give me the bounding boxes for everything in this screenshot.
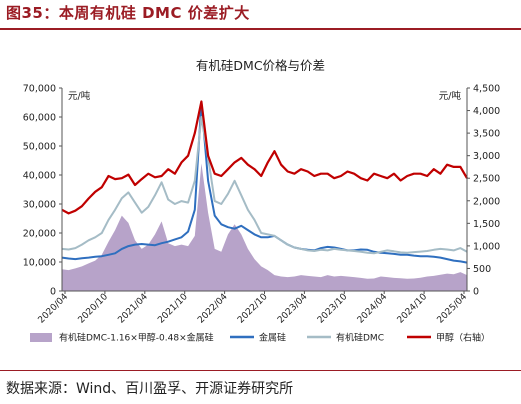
figure-title: 图35：本周有机硅 DMC 价差扩大 <box>6 4 250 22</box>
y-tick-label-right: 2,000 <box>473 196 500 207</box>
x-tick-label: 2022/10 <box>236 292 270 326</box>
y-tick-label-right: 1,000 <box>473 241 500 252</box>
series-line-dmc <box>61 116 468 255</box>
legend-label: 有机硅DMC-1.16×甲醇-0.48×金属硅 <box>59 332 214 344</box>
y-tick-label-left: 70,000 <box>23 84 56 95</box>
y-axis-unit-right: 元/吨 <box>439 90 462 102</box>
title-underline <box>0 28 521 30</box>
y-tick-label-left: 30,000 <box>23 200 56 211</box>
y-tick-label-left: 50,000 <box>23 142 56 153</box>
y-tick-label-left: 60,000 <box>23 113 56 124</box>
y-tick-label-left: 0 <box>50 287 56 298</box>
x-tick-label: 2021/10 <box>156 292 190 326</box>
y-tick-label-right: 1,500 <box>473 219 500 230</box>
series-area-spread <box>62 163 467 291</box>
y-tick-label-right: 4,500 <box>473 84 500 95</box>
x-tick-label: 2022/04 <box>196 292 230 326</box>
x-tick-label: 2023/10 <box>316 292 350 326</box>
y-tick-label-left: 10,000 <box>23 258 56 269</box>
source-divider <box>0 370 521 371</box>
x-tick-label: 2024/10 <box>396 292 430 326</box>
data-source: 数据来源：Wind、百川盈孚、开源证券研究所 <box>6 381 294 397</box>
chart-title: 有机硅DMC价格与价差 <box>195 58 326 73</box>
y-tick-label-left: 20,000 <box>23 229 56 240</box>
x-tick-label: 2020/10 <box>77 292 111 326</box>
y-tick-label-right: 2,500 <box>473 174 500 185</box>
x-tick-label: 2023/04 <box>276 292 310 326</box>
x-tick-label: 2024/04 <box>356 292 390 326</box>
y-tick-label-left: 40,000 <box>23 171 56 182</box>
series-line-methanol <box>61 100 468 215</box>
y-tick-label-right: 3,000 <box>473 151 500 162</box>
y-tick-label-right: 500 <box>473 264 491 275</box>
series-line-metal-silicon <box>61 101 468 264</box>
legend-label: 金属硅 <box>259 332 286 344</box>
legend-label: 甲醇（右轴） <box>436 332 490 344</box>
plot-area: 0 10,000 20,000 30,000 40,000 50,000 60,000 70,… <box>23 84 500 344</box>
legend-swatch-spread <box>30 333 52 342</box>
chart-svg: 0 10,000 20,000 30,000 40,000 50,000 60,000 70,… <box>23 84 500 344</box>
y-tick-label-right: 3,500 <box>473 129 500 140</box>
x-tick-label: 2021/04 <box>116 292 150 326</box>
x-tick-label: 2025/04 <box>436 292 470 326</box>
y-tick-label-right: 4,000 <box>473 106 500 117</box>
legend-label: 有机硅DMC <box>336 332 384 344</box>
y-axis-unit-left: 元/吨 <box>68 90 91 102</box>
y-tick-label-right: 0 <box>473 287 479 298</box>
